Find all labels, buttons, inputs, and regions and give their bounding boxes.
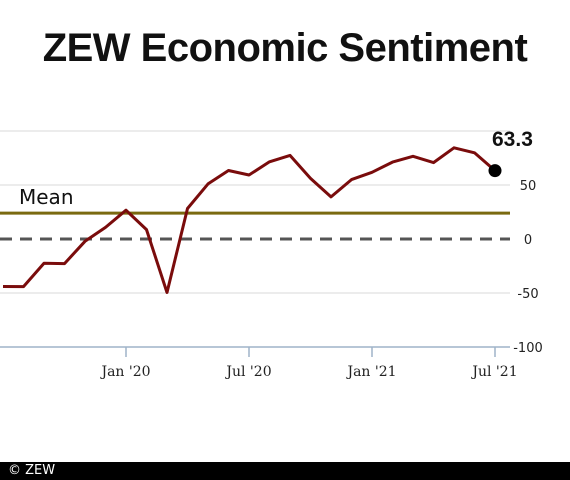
data-point	[330, 195, 333, 198]
last-value-label: 63.3	[492, 128, 533, 151]
data-point	[104, 226, 107, 229]
y-tick-label: 0	[524, 233, 532, 248]
y-axis-ticks: 50 0 -50 -100	[513, 179, 543, 356]
data-point	[391, 161, 394, 164]
x-tick-label: Jan '21	[345, 364, 396, 380]
copyright-text: © ZEW	[8, 463, 56, 478]
data-point	[227, 169, 230, 172]
data-point	[412, 155, 415, 158]
y-tick-label: 50	[520, 179, 537, 194]
grid-layer	[0, 130, 510, 294]
footer-bar: © ZEW	[0, 462, 570, 480]
data-point	[453, 146, 456, 149]
data-point	[289, 154, 292, 157]
data-point	[473, 151, 476, 154]
data-point	[166, 291, 169, 294]
data-point	[248, 173, 251, 176]
data-point	[43, 262, 46, 265]
x-tick-label: Jul '20	[224, 364, 271, 380]
y-tick-label: -50	[517, 287, 538, 302]
data-point	[84, 240, 87, 243]
mean-label: Mean	[19, 185, 74, 209]
y-tick-label: -100	[513, 341, 543, 356]
x-tick-label: Jan '20	[99, 364, 150, 380]
data-point	[63, 262, 66, 265]
data-point	[371, 171, 374, 174]
data-point	[432, 161, 435, 164]
data-point	[350, 178, 353, 181]
last-data-point	[488, 164, 502, 178]
data-point	[268, 160, 271, 163]
chart-title: ZEW Economic Sentiment	[42, 26, 528, 70]
data-point	[22, 285, 25, 288]
data-point	[125, 209, 128, 212]
reference-lines	[0, 211, 510, 241]
data-point	[207, 182, 210, 185]
x-tick-label: Jul '21	[470, 364, 517, 380]
data-point	[145, 228, 148, 231]
data-point	[309, 177, 312, 180]
data-point	[2, 285, 5, 288]
series-line	[2, 146, 496, 294]
series-layer	[2, 146, 502, 294]
x-axis: Jan '20 Jul '20 Jan '21 Jul '21	[0, 346, 518, 380]
data-point	[186, 207, 189, 210]
